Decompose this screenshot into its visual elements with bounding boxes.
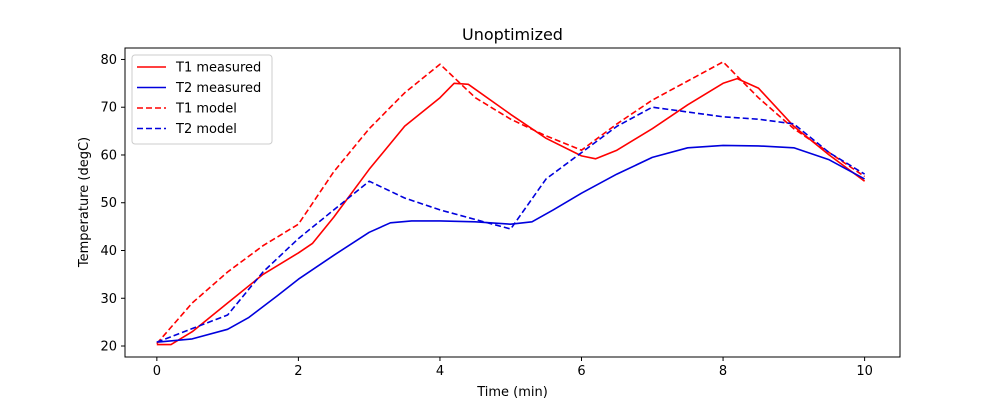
legend-box xyxy=(131,54,273,145)
series-layer xyxy=(156,61,866,346)
x-tick-label: 8 xyxy=(719,364,727,379)
x-tick-label: 4 xyxy=(436,364,444,379)
chart-title: Unoptimized xyxy=(462,25,563,44)
series-line-t2-measured xyxy=(156,144,865,343)
series-line-t1-measured xyxy=(156,77,866,346)
legend-label-3: T1 model xyxy=(175,102,237,117)
y-tick-label: 70 xyxy=(100,101,117,116)
x-tick-label: 10 xyxy=(856,364,873,379)
x-axis-title: Time (min) xyxy=(476,385,548,400)
y-tick-label: 80 xyxy=(100,53,117,68)
series-line-t1-model xyxy=(156,61,866,345)
legend-label-2: T2 measured xyxy=(175,81,261,96)
y-tick-label: 40 xyxy=(100,244,117,259)
y-tick-label: 20 xyxy=(100,340,117,355)
legend-label-1: T1 measured xyxy=(175,61,261,76)
y-tick-label: 60 xyxy=(100,148,117,163)
legend: T1 measured T2 measured T1 model T2 model xyxy=(131,54,273,145)
y-tick-label: 30 xyxy=(100,292,117,307)
y-axis-title: Temperature (degC) xyxy=(77,137,92,268)
legend-label-4: T2 model xyxy=(175,122,237,137)
x-tick-label: 2 xyxy=(294,364,302,379)
y-axis: 20 30 40 50 60 70 80 xyxy=(100,53,125,355)
x-tick-label: 6 xyxy=(577,364,585,379)
x-axis: 0 2 4 6 8 10 xyxy=(153,357,873,379)
series-line-t2-model xyxy=(156,106,866,343)
y-tick-label: 50 xyxy=(100,196,117,211)
x-tick-label: 0 xyxy=(153,364,161,379)
